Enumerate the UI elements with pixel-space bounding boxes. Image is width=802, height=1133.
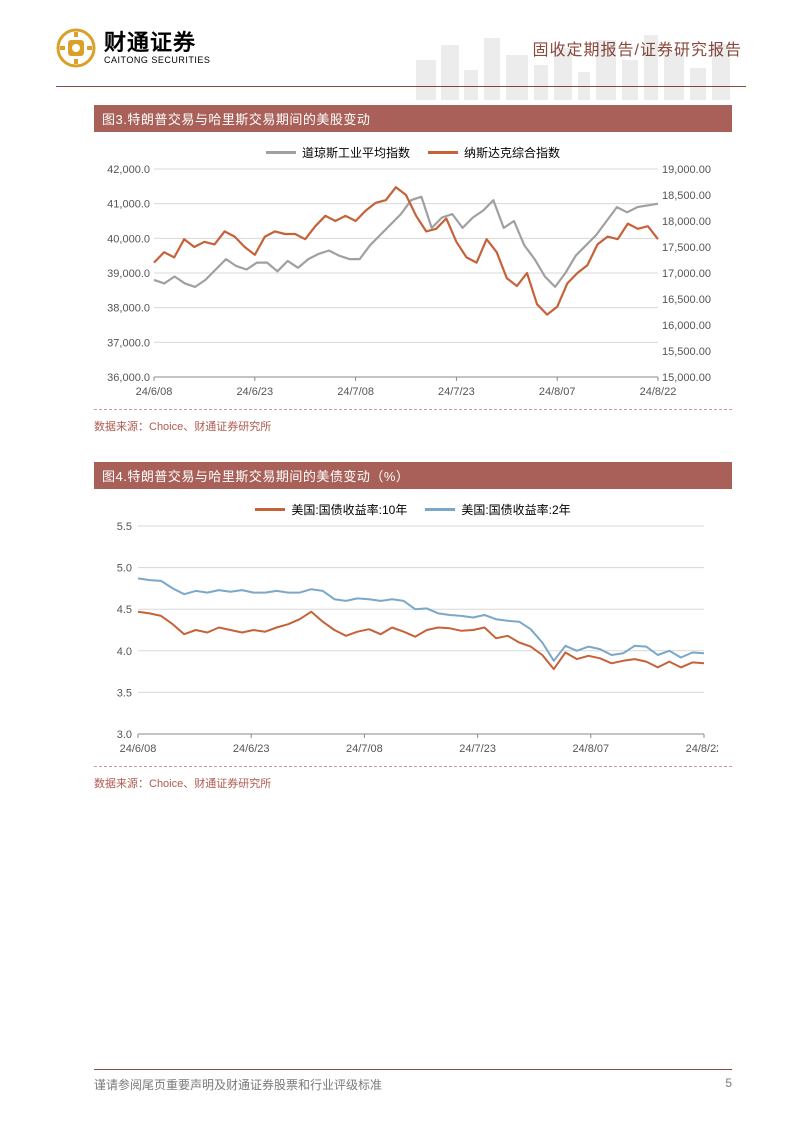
figure-3-source: 数据来源：Choice、财通证券研究所 [94, 409, 732, 436]
svg-text:39,000.0: 39,000.0 [107, 268, 150, 280]
legend-label: 美国:国债收益率:10年 [291, 501, 407, 518]
svg-text:18,500.00: 18,500.00 [662, 190, 711, 202]
svg-text:24/6/23: 24/6/23 [236, 386, 273, 398]
figure-4-legend: 美国:国债收益率:10年 美国:国债收益率:2年 [98, 497, 728, 520]
svg-text:16,500.00: 16,500.00 [662, 294, 711, 306]
svg-text:4.5: 4.5 [117, 604, 132, 616]
svg-text:17,500.00: 17,500.00 [662, 242, 711, 254]
company-logo-icon [56, 28, 96, 68]
svg-text:5.0: 5.0 [117, 563, 132, 575]
figure-4-title: 图4.特朗普交易与哈里斯交易期间的美债变动（%） [94, 462, 732, 489]
figure-3-title: 图3.特朗普交易与哈里斯交易期间的美股变动 [94, 105, 732, 132]
legend-swatch-orange [428, 151, 458, 154]
svg-text:4.0: 4.0 [117, 646, 132, 658]
figure-4: 图4.特朗普交易与哈里斯交易期间的美债变动（%） 美国:国债收益率:10年 美国… [94, 462, 732, 793]
figure-3: 图3.特朗普交易与哈里斯交易期间的美股变动 道琼斯工业平均指数 纳斯达克综合指数… [94, 105, 732, 436]
svg-text:24/8/07: 24/8/07 [539, 386, 576, 398]
svg-text:15,000.00: 15,000.00 [662, 372, 711, 384]
svg-text:24/7/23: 24/7/23 [459, 743, 496, 755]
svg-text:24/8/22: 24/8/22 [640, 386, 677, 398]
svg-text:41,000.0: 41,000.0 [107, 199, 150, 211]
company-name-cn: 财通证券 [104, 31, 210, 55]
footer-divider [94, 1069, 732, 1070]
legend-item: 美国:国债收益率:2年 [425, 501, 570, 518]
svg-text:24/6/08: 24/6/08 [136, 386, 173, 398]
svg-text:24/7/08: 24/7/08 [346, 743, 383, 755]
svg-text:18,000.00: 18,000.00 [662, 216, 711, 228]
svg-text:40,000.0: 40,000.0 [107, 233, 150, 245]
svg-text:38,000.0: 38,000.0 [107, 303, 150, 315]
svg-text:24/7/23: 24/7/23 [438, 386, 475, 398]
svg-text:37,000.0: 37,000.0 [107, 337, 150, 349]
page-footer: 谨请参阅尾页重要声明及财通证券股票和行业评级标准 5 [0, 1069, 802, 1093]
legend-swatch-blue [425, 508, 455, 511]
svg-text:24/6/08: 24/6/08 [120, 743, 157, 755]
legend-swatch-orange [255, 508, 285, 511]
svg-text:24/8/07: 24/8/07 [572, 743, 609, 755]
svg-text:19,000.00: 19,000.00 [662, 164, 711, 176]
figure-4-source: 数据来源：Choice、财通证券研究所 [94, 766, 732, 793]
page-number: 5 [725, 1076, 732, 1093]
legend-swatch-gray [266, 151, 296, 154]
svg-text:24/7/08: 24/7/08 [337, 386, 374, 398]
svg-text:5.5: 5.5 [117, 521, 132, 533]
legend-label: 纳斯达克综合指数 [464, 144, 560, 161]
company-logo-block: 财通证券 CAITONG SECURITIES [56, 28, 210, 68]
figure-3-legend: 道琼斯工业平均指数 纳斯达克综合指数 [98, 140, 728, 163]
figure-3-chart: 36,000.0 37,000.0 38,000.0 39,000.0 40,000.0… [98, 163, 718, 403]
svg-text:17,000.00: 17,000.00 [662, 268, 711, 280]
legend-item: 纳斯达克综合指数 [428, 144, 560, 161]
svg-text:16,000.00: 16,000.00 [662, 320, 711, 332]
legend-item: 美国:国债收益率:10年 [255, 501, 407, 518]
svg-text:3.5: 3.5 [117, 687, 132, 699]
svg-text:36,000.0: 36,000.0 [107, 372, 150, 384]
legend-label: 道琼斯工业平均指数 [302, 144, 410, 161]
company-name-en: CAITONG SECURITIES [104, 55, 210, 65]
svg-text:24/8/22: 24/8/22 [686, 743, 718, 755]
svg-text:15,500.00: 15,500.00 [662, 346, 711, 358]
footer-disclaimer: 谨请参阅尾页重要声明及财通证券股票和行业评级标准 [94, 1076, 382, 1093]
legend-item: 道琼斯工业平均指数 [266, 144, 410, 161]
svg-text:24/6/23: 24/6/23 [233, 743, 270, 755]
figure-4-chart: 3.0 3.5 4.0 4.5 5.0 5.5 24/6/08 24/6/23 24/7/08 2… [98, 520, 718, 760]
svg-text:42,000.0: 42,000.0 [107, 164, 150, 176]
svg-text:3.0: 3.0 [117, 729, 132, 741]
legend-label: 美国:国债收益率:2年 [461, 501, 570, 518]
